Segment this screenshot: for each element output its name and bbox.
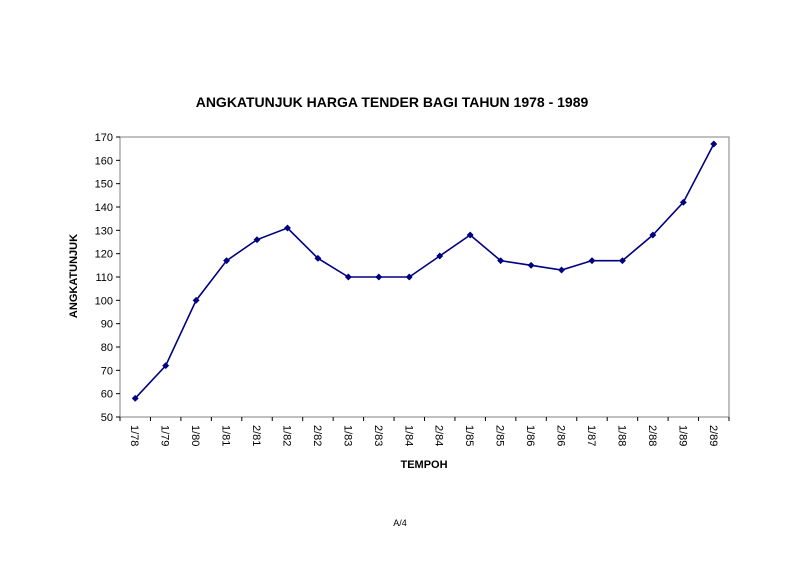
y-tick-label: 100 <box>95 295 113 307</box>
series-line <box>134 143 715 399</box>
x-tick-label: 2/83 <box>372 425 384 446</box>
data-point <box>618 257 626 265</box>
x-tick-label: 1/87 <box>585 425 597 446</box>
data-point <box>314 254 322 262</box>
x-axis: 1/78 1/79 1/80 1/81 2/81 1/82 2/82 1/83 2/83 1/84… <box>119 417 730 446</box>
x-tick-label: 1/80 <box>189 425 201 446</box>
x-tick-label: 1/88 <box>615 425 627 446</box>
x-tick-label: 1/85 <box>463 425 475 446</box>
y-tick-label: 50 <box>101 412 113 424</box>
x-tick-label: 1/78 <box>128 425 140 446</box>
x-tick-label: 2/81 <box>250 425 262 446</box>
data-point <box>466 231 474 239</box>
x-tick-label: 2/82 <box>311 425 323 446</box>
data-point <box>679 198 687 206</box>
data-point <box>344 273 352 281</box>
data-point <box>405 273 413 281</box>
y-axis-label: ANGKATUNJUK <box>68 234 80 318</box>
x-tick-label: 1/81 <box>220 425 232 446</box>
data-point <box>649 231 657 239</box>
series-layer <box>131 140 718 402</box>
y-tick-label: 130 <box>95 225 113 237</box>
plot-frame <box>119 136 730 418</box>
x-tick-label: 2/85 <box>494 425 506 446</box>
x-tick-label: 1/86 <box>524 425 536 446</box>
data-point <box>375 273 383 281</box>
data-point <box>253 236 261 244</box>
y-tick-label: 140 <box>95 202 113 214</box>
x-tick-label: 2/89 <box>707 425 719 446</box>
data-point <box>557 266 566 274</box>
x-tick-label: 2/86 <box>555 425 567 446</box>
data-point <box>131 394 139 402</box>
y-tick-label: 80 <box>101 342 113 354</box>
data-point <box>223 257 231 265</box>
x-tick-label: 1/82 <box>280 425 292 446</box>
x-tick-label: 1/83 <box>341 425 353 446</box>
data-point <box>497 257 505 265</box>
y-tick-label: 60 <box>101 389 113 401</box>
x-tick-label: 2/88 <box>646 425 658 446</box>
y-axis: 50 60 70 80 90 100 110 120 130 140 150 160 170 <box>95 132 120 424</box>
data-point <box>162 362 170 370</box>
chart-title: ANGKATUNJUK HARGA TENDER BAGI TAHUN 1978… <box>196 94 589 110</box>
x-axis-label: TEMPOH <box>400 459 447 471</box>
y-tick-label: 120 <box>95 249 113 261</box>
y-tick-label: 110 <box>95 272 113 284</box>
data-point <box>588 257 596 265</box>
plot-area <box>119 136 730 418</box>
data-point <box>283 224 292 232</box>
x-tick-label: 1/89 <box>676 425 688 446</box>
x-tick-label: 2/84 <box>433 425 445 446</box>
y-tick-label: 170 <box>95 132 113 144</box>
data-point <box>527 261 535 269</box>
y-tick-label: 150 <box>95 179 113 191</box>
y-tick-label: 160 <box>95 155 113 167</box>
y-tick-label: 70 <box>101 365 113 377</box>
x-tick-label: 1/84 <box>402 425 414 446</box>
data-point <box>436 252 444 260</box>
x-tick-label: 1/79 <box>159 425 171 446</box>
data-point <box>710 140 718 148</box>
page-label: A/4 <box>393 518 407 528</box>
data-point <box>192 296 200 304</box>
y-tick-label: 90 <box>101 319 113 331</box>
